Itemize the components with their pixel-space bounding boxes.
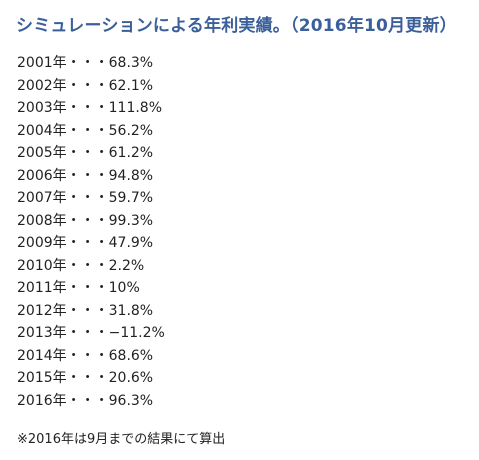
result-row-2010: 2010年・・・2.2% <box>17 257 145 274</box>
result-row-2013: 2013年・・・−11.2% <box>17 325 165 341</box>
result-row-2014: 2014年・・・68.6% <box>17 347 154 364</box>
result-row-2007: 2007年・・・59.7% <box>17 190 154 206</box>
result-row-2004: 2004年・・・56.2% <box>17 122 154 139</box>
result-row-2009: 2009年・・・47.9% <box>17 235 154 251</box>
annual-results-list: 2001年・・・68.3% 2002年・・・62.1% 2003年・・・111.… <box>17 52 165 412</box>
result-row-2008: 2008年・・・99.3% <box>17 212 154 229</box>
result-row-2011: 2011年・・・10% <box>17 280 140 296</box>
result-row-2012: 2012年・・・31.8% <box>17 302 154 319</box>
result-row-2001: 2001年・・・68.3% <box>17 55 154 71</box>
result-row-2015: 2015年・・・20.6% <box>17 370 154 386</box>
footnote: ※2016年は9月までの結果にて算出 <box>17 432 226 447</box>
result-row-2002: 2002年・・・62.1% <box>17 77 154 94</box>
result-row-2006: 2006年・・・94.8% <box>17 167 154 184</box>
page-title: シミュレーションによる年利実績。（2016年10月更新） <box>16 16 457 36</box>
result-row-2003: 2003年・・・111.8% <box>17 100 163 116</box>
result-row-2016: 2016年・・・96.3% <box>17 392 154 409</box>
result-row-2005: 2005年・・・61.2% <box>17 145 154 161</box>
